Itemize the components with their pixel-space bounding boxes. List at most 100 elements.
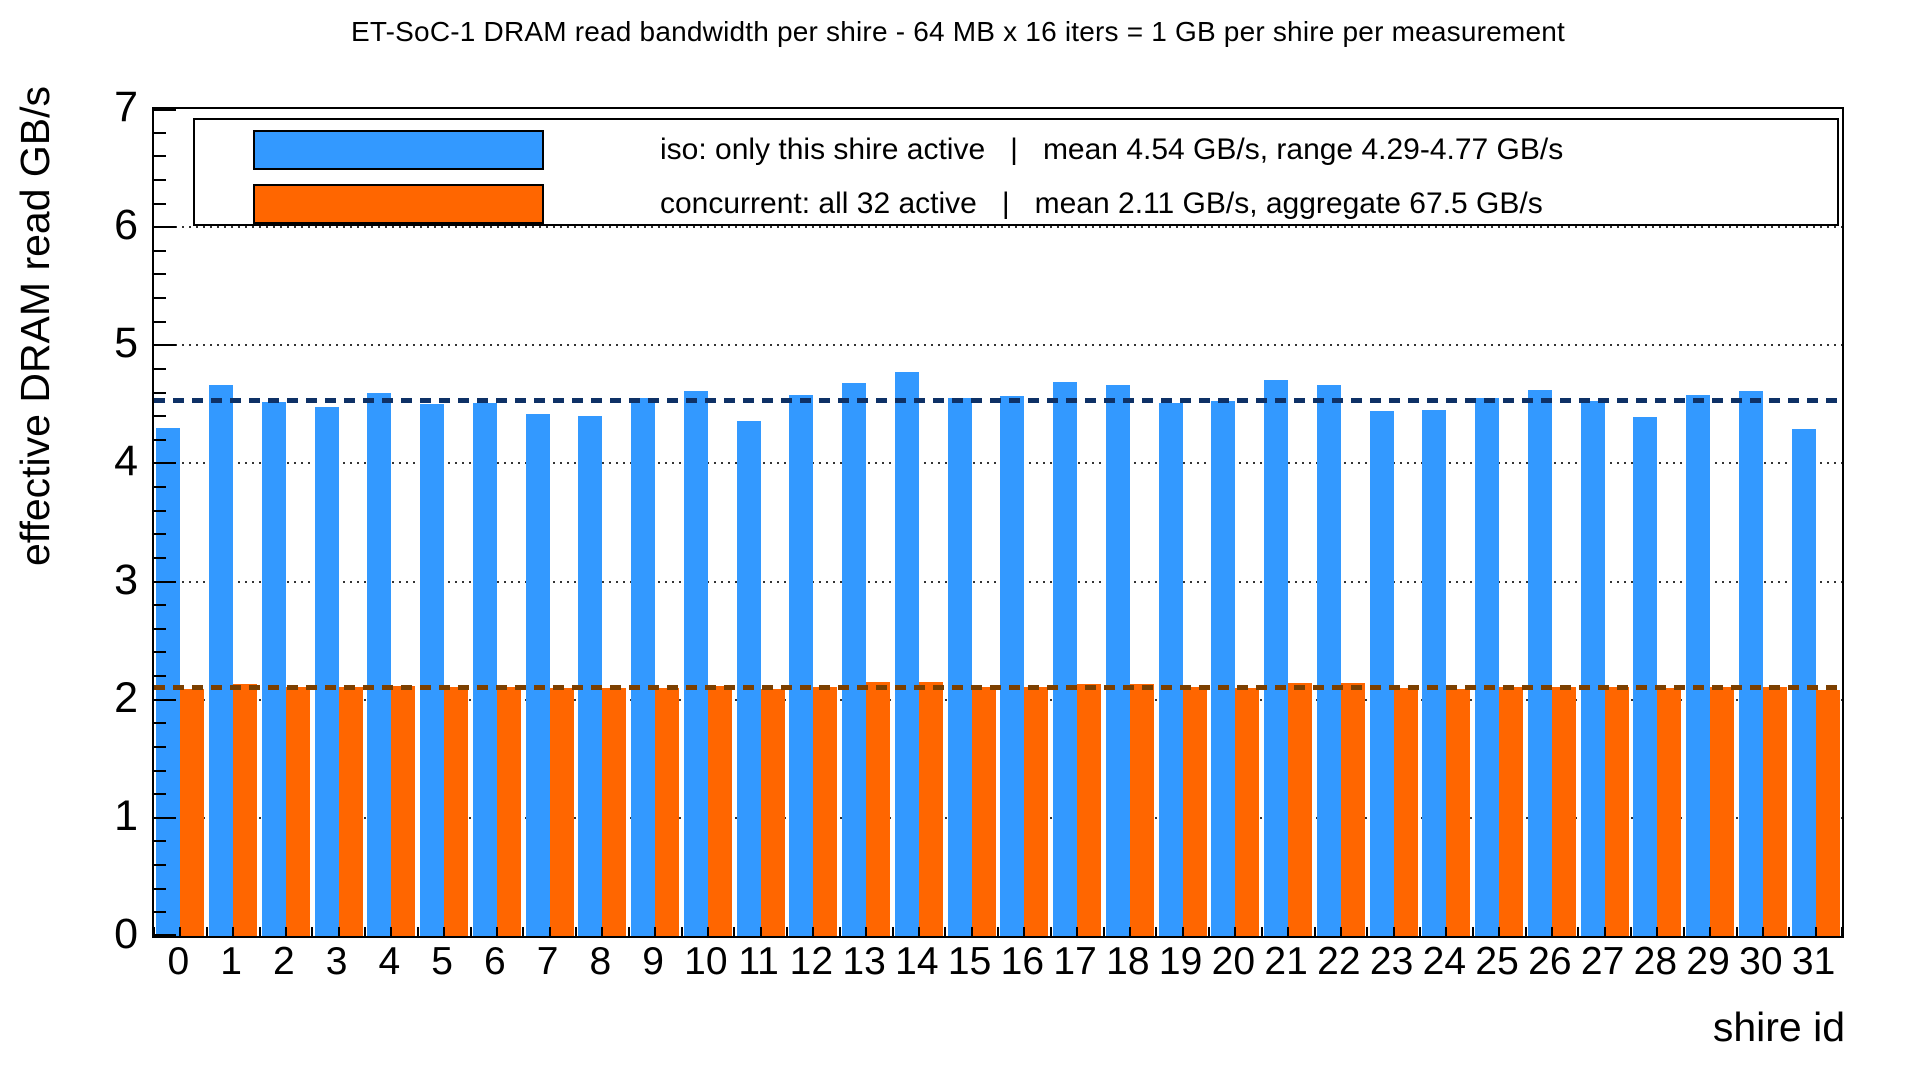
x-axis-tick — [1524, 927, 1527, 936]
x-tick-label: 27 — [1580, 940, 1625, 983]
y-minor-tick — [154, 793, 166, 796]
bar-iso-16 — [1000, 396, 1025, 936]
x-axis-tick — [786, 927, 788, 936]
bar-iso-11 — [736, 420, 761, 936]
y-tick-label: 5 — [114, 319, 138, 368]
bar-iso-25 — [1475, 398, 1500, 936]
x-axis-tick — [1260, 927, 1263, 936]
bar-iso-21 — [1264, 379, 1289, 936]
gridline-y3 — [154, 580, 1842, 583]
bar-concurrent-20 — [1235, 687, 1260, 936]
x-tick-label: 0 — [167, 940, 190, 983]
bar-iso-29 — [1686, 394, 1711, 936]
bar-concurrent-8 — [602, 687, 627, 936]
x-axis-tick — [1076, 927, 1079, 936]
bar-concurrent-26 — [1551, 686, 1576, 936]
x-axis-tick — [548, 927, 551, 936]
mean-line-iso — [154, 397, 1842, 403]
gridline-y2 — [154, 698, 1842, 701]
x-axis-tick — [680, 927, 683, 936]
y-major-tick — [154, 698, 176, 701]
bar-iso-6 — [472, 403, 497, 936]
bar-concurrent-15 — [971, 686, 996, 936]
gridline-y1 — [154, 816, 1842, 819]
x-axis-tick — [706, 927, 709, 936]
bar-iso-30 — [1738, 391, 1763, 936]
x-axis-tick — [258, 927, 261, 936]
y-minor-tick — [154, 155, 166, 158]
y-minor-tick — [154, 840, 166, 843]
x-axis-tick — [443, 927, 446, 936]
x-tick-label: 20 — [1211, 940, 1256, 983]
y-minor-tick — [154, 202, 166, 205]
y-major-tick — [154, 462, 176, 465]
bar-concurrent-4 — [391, 685, 416, 936]
x-axis-tick — [1761, 927, 1764, 936]
x-tick-label: 1 — [220, 940, 242, 983]
x-axis-tick — [416, 927, 419, 936]
x-axis-tick — [232, 927, 235, 936]
bar-iso-2 — [261, 402, 286, 936]
x-axis-tick — [865, 927, 868, 936]
x-axis-tick — [1392, 927, 1395, 936]
x-axis-tick — [812, 927, 815, 936]
bar-concurrent-27 — [1604, 686, 1629, 936]
y-minor-tick — [154, 604, 166, 607]
y-tick-label: 7 — [114, 83, 138, 131]
bar-concurrent-2 — [285, 686, 310, 936]
chart-title: ET-SoC-1 DRAM read bandwidth per shire -… — [351, 16, 1565, 47]
y-minor-tick — [154, 438, 166, 441]
x-axis-tick — [337, 927, 340, 936]
x-tick-label: 25 — [1475, 940, 1519, 983]
x-tick-label: 21 — [1264, 940, 1308, 983]
bar-iso-14 — [894, 372, 919, 936]
y-major-tick — [154, 226, 176, 229]
x-axis-tick — [284, 927, 287, 936]
x-tick-label: 6 — [484, 940, 506, 983]
x-axis-tick — [311, 927, 314, 936]
y-major-tick — [154, 816, 176, 819]
x-axis-tick — [1788, 927, 1791, 936]
y-tick-label: 6 — [114, 201, 138, 250]
x-axis-tick — [364, 927, 366, 936]
x-axis-tick — [1128, 927, 1131, 936]
y-minor-tick — [154, 391, 166, 394]
x-axis-tick — [1682, 927, 1685, 936]
x-axis-tick — [1814, 927, 1817, 936]
x-axis-tick — [1735, 927, 1738, 936]
bar-iso-12 — [789, 394, 814, 936]
x-axis-tick — [1155, 927, 1158, 936]
y-minor-tick — [154, 745, 166, 748]
legend-row-iso: iso: only this shire active | mean 4.54 … — [195, 130, 1837, 170]
bar-concurrent-5 — [444, 686, 469, 936]
x-axis-tick — [1234, 927, 1237, 936]
gridline-y4 — [154, 462, 1842, 465]
y-tick-label: 1 — [114, 791, 138, 840]
x-axis-tick — [495, 927, 498, 936]
x-axis-tick — [1498, 927, 1501, 936]
bar-iso-3 — [314, 406, 339, 936]
bar-concurrent-0 — [180, 689, 205, 936]
x-axis-tick — [997, 927, 999, 936]
x-tick-label: 18 — [1106, 940, 1150, 983]
y-minor-tick — [154, 297, 166, 300]
x-tick-label: 4 — [378, 940, 401, 983]
bar-iso-8 — [578, 416, 603, 936]
bar-iso-1 — [209, 385, 234, 936]
y-minor-tick — [154, 486, 166, 489]
x-axis-tick — [1603, 927, 1606, 936]
bar-iso-0 — [156, 428, 181, 936]
y-minor-tick — [154, 911, 166, 914]
bar-concurrent-21 — [1288, 683, 1313, 936]
y-minor-tick — [154, 627, 166, 630]
y-minor-tick — [154, 178, 166, 181]
legend-row-concurrent: concurrent: all 32 active | mean 2.11 GB… — [195, 184, 1837, 224]
x-axis-tick — [1287, 927, 1290, 936]
bar-iso-19 — [1158, 403, 1183, 936]
x-axis-tick — [970, 927, 973, 936]
bar-concurrent-6 — [496, 686, 521, 936]
x-axis-tick — [838, 927, 841, 936]
y-minor-tick — [154, 367, 166, 370]
bar-iso-15 — [947, 398, 972, 936]
y-minor-tick — [154, 556, 166, 559]
